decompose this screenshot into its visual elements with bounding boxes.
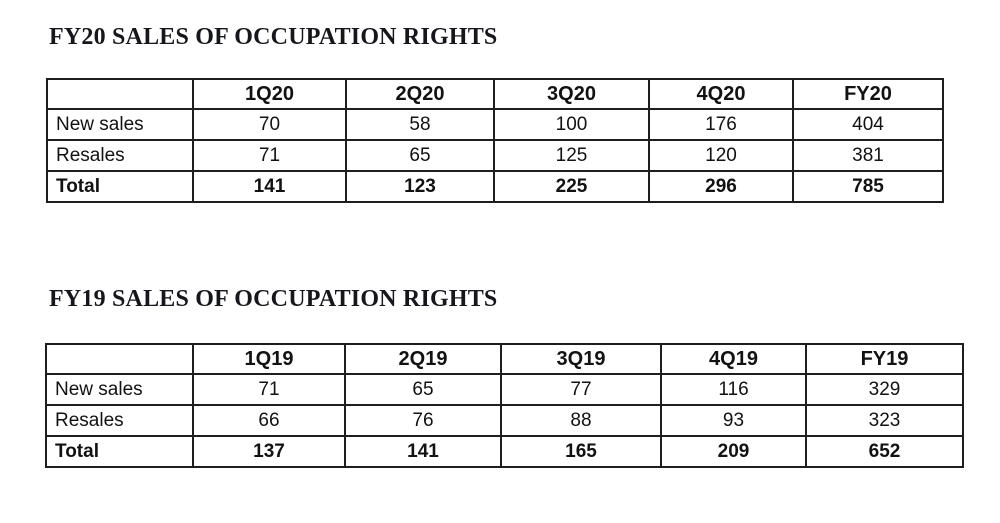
fy20-column-header-2q20: 2Q20 [345, 78, 495, 110]
value-cell: 100 [493, 108, 650, 141]
row-label: Resales [46, 139, 194, 172]
fy20-column-header-4q20: 4Q20 [648, 78, 794, 110]
fy20-column-header-fy20: FY20 [792, 78, 944, 110]
fy20-row-new-sales: New sales 70 58 100 176 404 [46, 108, 944, 141]
fy19-column-header-3q19: 3Q19 [500, 343, 662, 375]
value-cell: 329 [805, 373, 964, 406]
value-cell: 141 [344, 435, 502, 468]
fy19-column-header-fy19: FY19 [805, 343, 964, 375]
value-cell: 116 [660, 373, 807, 406]
value-cell: 225 [493, 170, 650, 203]
fy19-column-header-4q19: 4Q19 [660, 343, 807, 375]
fy19-row-resales: Resales 66 76 88 93 323 [45, 404, 964, 437]
fy20-row-total: Total 141 123 225 296 785 [46, 170, 944, 203]
fy20-corner-cell [46, 78, 194, 110]
value-cell: 88 [500, 404, 662, 437]
value-cell: 652 [805, 435, 964, 468]
value-cell: 404 [792, 108, 944, 141]
value-cell: 125 [493, 139, 650, 172]
fy20-section-title: FY20 SALES OF OCCUPATION RIGHTS [49, 24, 498, 50]
value-cell: 137 [192, 435, 346, 468]
value-cell: 71 [192, 139, 347, 172]
fy20-row-resales: Resales 71 65 125 120 381 [46, 139, 944, 172]
row-label: New sales [46, 108, 194, 141]
fy19-row-new-sales: New sales 71 65 77 116 329 [45, 373, 964, 406]
row-label: New sales [45, 373, 194, 406]
value-cell: 176 [648, 108, 794, 141]
fy19-column-header-2q19: 2Q19 [344, 343, 502, 375]
row-label: Resales [45, 404, 194, 437]
value-cell: 209 [660, 435, 807, 468]
fy19-column-header-1q19: 1Q19 [192, 343, 346, 375]
value-cell: 66 [192, 404, 346, 437]
fy19-section-title: FY19 SALES OF OCCUPATION RIGHTS [49, 286, 498, 312]
fy19-header-row: 1Q19 2Q19 3Q19 4Q19 FY19 [45, 343, 964, 375]
value-cell: 165 [500, 435, 662, 468]
value-cell: 785 [792, 170, 944, 203]
value-cell: 120 [648, 139, 794, 172]
value-cell: 71 [192, 373, 346, 406]
value-cell: 77 [500, 373, 662, 406]
fy20-header-row: 1Q20 2Q20 3Q20 4Q20 FY20 [46, 78, 944, 110]
value-cell: 141 [192, 170, 347, 203]
fy20-column-header-1q20: 1Q20 [192, 78, 347, 110]
value-cell: 323 [805, 404, 964, 437]
row-label: Total [46, 170, 194, 203]
row-label: Total [45, 435, 194, 468]
value-cell: 123 [345, 170, 495, 203]
fy20-column-header-3q20: 3Q20 [493, 78, 650, 110]
value-cell: 381 [792, 139, 944, 172]
fy19-row-total: Total 137 141 165 209 652 [45, 435, 964, 468]
value-cell: 65 [345, 139, 495, 172]
value-cell: 58 [345, 108, 495, 141]
value-cell: 93 [660, 404, 807, 437]
fy19-corner-cell [45, 343, 194, 375]
value-cell: 65 [344, 373, 502, 406]
value-cell: 296 [648, 170, 794, 203]
value-cell: 76 [344, 404, 502, 437]
value-cell: 70 [192, 108, 347, 141]
fy19-sales-table: 1Q19 2Q19 3Q19 4Q19 FY19 New sales 71 65… [45, 343, 964, 468]
fy20-sales-table: 1Q20 2Q20 3Q20 4Q20 FY20 New sales 70 58… [46, 78, 944, 203]
